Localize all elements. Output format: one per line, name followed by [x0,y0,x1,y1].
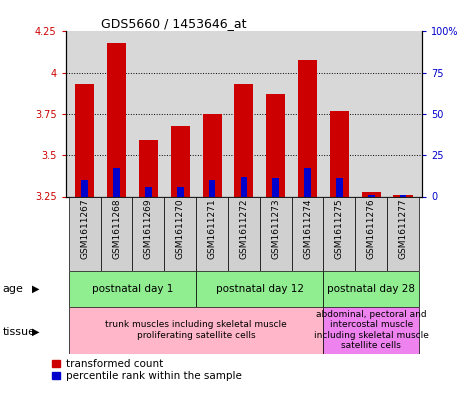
Text: GSM1611267: GSM1611267 [80,199,89,259]
Bar [82,180,88,196]
FancyBboxPatch shape [164,196,196,271]
Bar [304,169,311,196]
Text: age: age [2,284,23,294]
FancyBboxPatch shape [101,196,132,271]
FancyBboxPatch shape [69,196,101,271]
Bar [266,94,285,196]
Text: GSM1611268: GSM1611268 [112,199,121,259]
Bar [234,84,253,196]
Bar [209,180,215,196]
FancyBboxPatch shape [324,271,419,307]
FancyBboxPatch shape [196,196,228,271]
FancyBboxPatch shape [260,196,292,271]
Text: GSM1611274: GSM1611274 [303,199,312,259]
Text: GSM1611270: GSM1611270 [176,199,185,259]
Text: postnatal day 28: postnatal day 28 [327,284,415,294]
FancyBboxPatch shape [387,196,419,271]
Bar [107,43,126,196]
Bar [113,169,120,196]
Bar [272,178,279,196]
Bar [400,195,406,196]
Text: GDS5660 / 1453646_at: GDS5660 / 1453646_at [101,17,247,30]
Bar [336,178,343,196]
Text: postnatal day 1: postnatal day 1 [92,284,173,294]
FancyBboxPatch shape [132,196,164,271]
Bar [368,195,375,196]
FancyBboxPatch shape [324,307,419,354]
Bar [362,191,381,196]
Bar [393,195,413,196]
FancyBboxPatch shape [69,271,196,307]
Bar [203,114,221,196]
FancyBboxPatch shape [324,196,356,271]
Text: GSM1611272: GSM1611272 [239,199,249,259]
Text: GSM1611273: GSM1611273 [271,199,280,259]
FancyBboxPatch shape [228,196,260,271]
FancyBboxPatch shape [356,196,387,271]
Bar [241,177,247,196]
Bar [75,84,94,196]
Text: ▶: ▶ [32,284,39,294]
Text: GSM1611277: GSM1611277 [399,199,408,259]
FancyBboxPatch shape [69,307,324,354]
Text: GSM1611275: GSM1611275 [335,199,344,259]
Text: postnatal day 12: postnatal day 12 [216,284,304,294]
Bar [177,187,183,196]
Text: abdominal, pectoral and
intercostal muscle
including skeletal muscle
satellite c: abdominal, pectoral and intercostal musc… [314,310,429,350]
Text: GSM1611271: GSM1611271 [208,199,217,259]
FancyBboxPatch shape [292,196,324,271]
Text: ▶: ▶ [32,327,39,337]
Text: GSM1611269: GSM1611269 [144,199,153,259]
Bar [330,111,349,196]
Bar [139,140,158,196]
FancyBboxPatch shape [196,271,324,307]
Text: trunk muscles including skeletal muscle
proliferating satellite cells: trunk muscles including skeletal muscle … [105,320,287,340]
Bar [171,125,190,196]
Text: tissue: tissue [2,327,35,337]
Legend: transformed count, percentile rank within the sample: transformed count, percentile rank withi… [52,359,242,381]
Bar [298,59,317,196]
Bar [145,187,152,196]
Text: GSM1611276: GSM1611276 [367,199,376,259]
